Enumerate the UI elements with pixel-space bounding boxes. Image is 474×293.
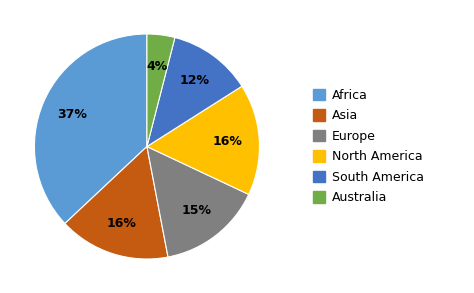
Text: 4%: 4% [146, 60, 168, 73]
Text: 16%: 16% [107, 217, 137, 230]
Wedge shape [65, 146, 168, 259]
Text: 16%: 16% [213, 135, 243, 148]
Wedge shape [35, 34, 147, 224]
Wedge shape [147, 146, 249, 257]
Wedge shape [147, 86, 259, 194]
Legend: Africa, Asia, Europe, North America, South America, Australia: Africa, Asia, Europe, North America, Sou… [309, 85, 428, 208]
Text: 15%: 15% [182, 204, 211, 217]
Text: 12%: 12% [180, 74, 210, 88]
Text: 37%: 37% [58, 108, 88, 121]
Wedge shape [147, 34, 175, 146]
Wedge shape [147, 38, 242, 146]
